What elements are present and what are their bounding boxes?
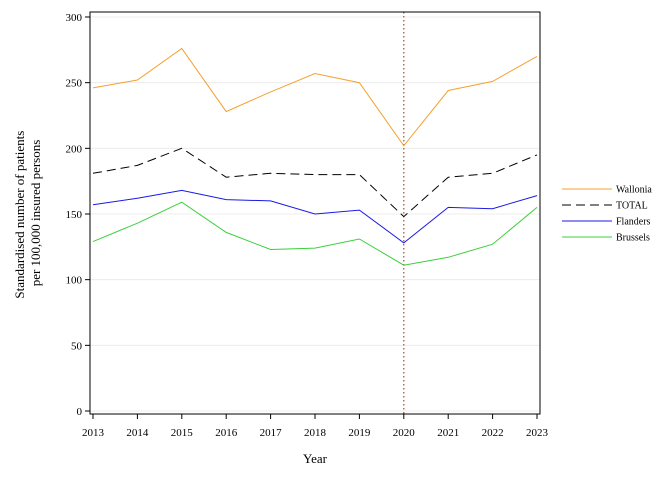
series-line-total	[92, 147, 538, 218]
x-axis-title: Year	[303, 451, 328, 466]
plot-frame	[89, 11, 541, 415]
legend-label-total: TOTAL	[616, 201, 648, 212]
legend: Wallonia TOTAL Flanders Brussels	[562, 185, 652, 244]
y-axis-title-line-2: per 100,000 insured persons	[28, 140, 43, 287]
y-tick-label-0: 0	[77, 406, 83, 418]
y-tick-label-100: 100	[66, 275, 83, 287]
legend-label-brussels: Brussels	[616, 233, 650, 244]
x-tick-label-2013: 2013	[82, 427, 105, 439]
x-tick-label-2019: 2019	[348, 427, 371, 439]
y-tick-label-50: 50	[71, 340, 83, 352]
y-axis-title-line-1: Standardised number of patients	[12, 131, 27, 299]
x-tick-label-2021: 2021	[437, 427, 459, 439]
legend-label-flanders: Flanders	[616, 217, 651, 228]
x-tick-label-2022: 2022	[482, 427, 504, 439]
y-tick-label-200: 200	[66, 143, 83, 155]
x-tick-label-2015: 2015	[171, 427, 194, 439]
y-axis-title: Standardised number of patients per 100,…	[12, 127, 43, 298]
series-line-flanders	[92, 189, 538, 244]
x-tick-label-2017: 2017	[260, 427, 283, 439]
legend-label-wallonia: Wallonia	[616, 185, 652, 196]
gridlines	[90, 16, 540, 412]
series-line-wallonia	[92, 47, 538, 147]
series-line-brussels	[92, 201, 538, 266]
y-axis: 0 50 100 150 200 250 300	[66, 12, 90, 418]
series-lines	[92, 47, 538, 266]
x-tick-label-2023: 2023	[526, 427, 549, 439]
x-tick-label-2020: 2020	[393, 427, 416, 439]
x-tick-label-2018: 2018	[304, 427, 327, 439]
x-tick-label-2016: 2016	[215, 427, 238, 439]
y-tick-label-250: 250	[66, 78, 83, 90]
x-axis: 2013 2014 2015 2016 2017 2018 2019 2020 2021 2022…	[82, 414, 549, 439]
x-tick-label-2014: 2014	[126, 427, 149, 439]
y-tick-label-150: 150	[66, 209, 83, 221]
y-tick-label-300: 300	[66, 12, 83, 24]
